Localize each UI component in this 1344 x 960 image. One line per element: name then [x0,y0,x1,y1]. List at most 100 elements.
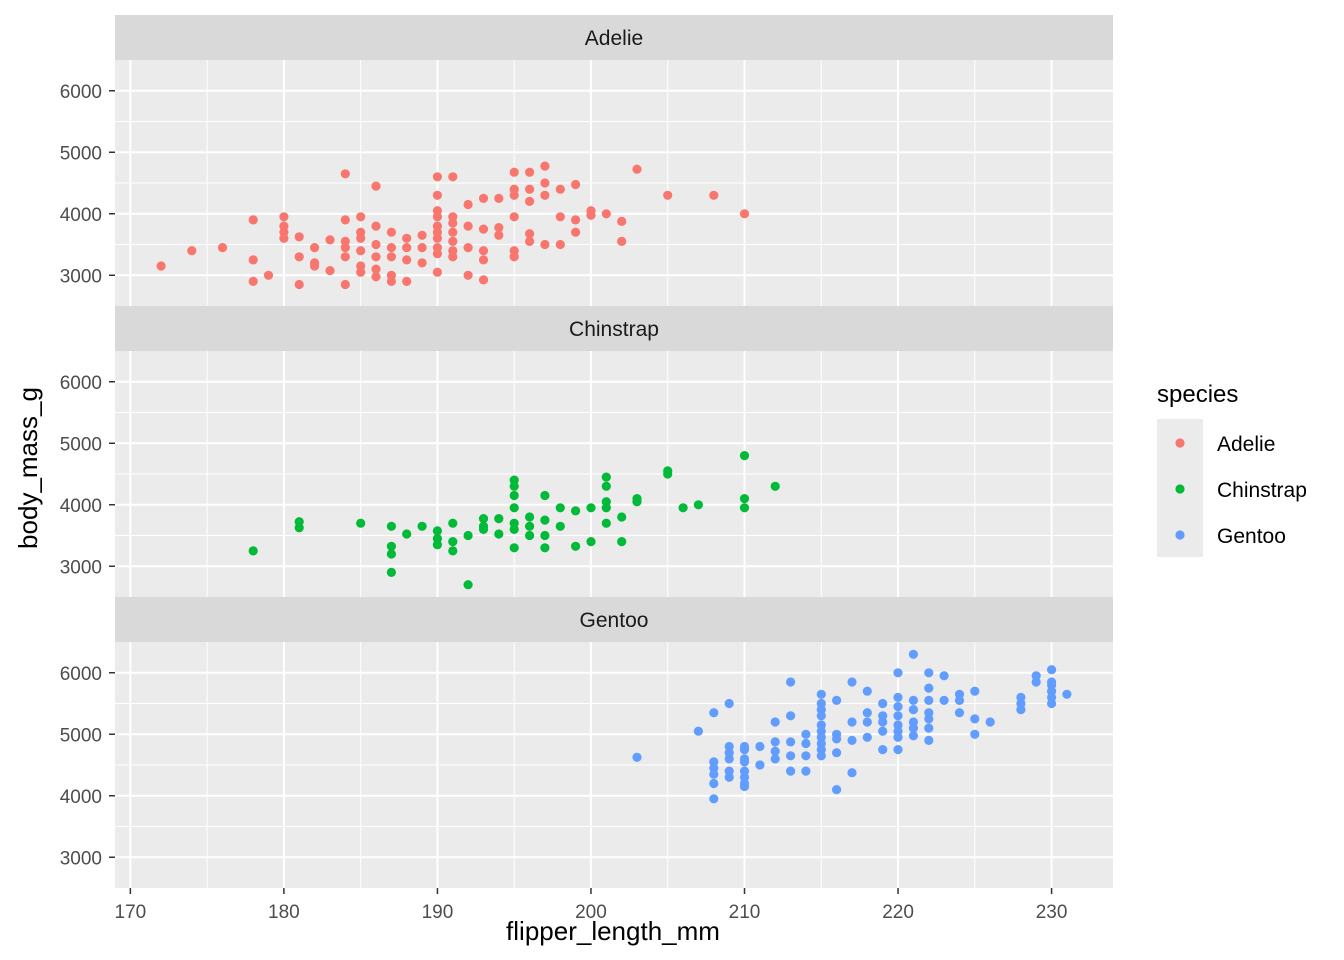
data-point [755,760,765,770]
data-point [1062,689,1072,699]
data-point [356,233,366,243]
y-tick-label: 5000 [60,725,102,746]
data-point [248,546,258,556]
data-point [448,227,458,237]
data-point [970,714,980,724]
data-point [386,252,396,262]
data-point [770,754,780,764]
data-point [248,215,258,225]
data-point [924,668,934,678]
data-point [371,181,381,191]
data-point [555,184,565,194]
data-point [924,735,934,746]
data-point [417,230,427,240]
data-point [709,190,719,200]
data-point [509,490,519,501]
data-point [1047,665,1057,675]
data-point [832,748,842,758]
data-point [540,490,550,501]
data-point [525,530,535,541]
data-point [371,264,381,274]
x-tick-label: 190 [422,902,454,923]
data-point [862,732,872,742]
data-point [617,216,627,226]
data-point [954,695,965,706]
legend-item-adelie: Adelie [1175,433,1275,456]
facet-panel-adelie: Adelie 3000 4000 5000 6000 [60,15,1113,306]
x-tick-label: 180 [268,902,300,923]
data-point [755,741,765,752]
data-point [478,193,489,203]
data-point [571,179,581,190]
data-point [555,521,565,531]
data-point [801,729,811,739]
data-point [340,215,350,225]
data-point [448,518,458,528]
data-point [739,451,750,461]
data-point [954,708,965,718]
data-point [617,236,627,246]
series-points-chinstrap [248,451,780,590]
legend-label: Gentoo [1217,525,1286,548]
facet-strip-label: Adelie [585,27,643,50]
data-point [924,714,934,724]
y-tick-label: 4000 [60,787,102,808]
x-axis-title: flipper_length_mm [506,916,720,946]
data-point [724,772,734,782]
data-point [494,193,504,203]
data-point [356,518,366,528]
data-point [586,503,596,513]
y-tick-label: 4000 [60,205,102,226]
data-point [187,246,197,256]
legend-item-gentoo: Gentoo [1175,525,1286,548]
data-point [693,500,704,510]
x-tick-label: 200 [575,902,607,923]
data-point [893,668,903,678]
data-point [340,243,350,253]
data-point [340,169,350,179]
data-point [970,729,980,739]
data-point [417,243,427,253]
data-point [893,732,903,742]
data-point [402,276,412,286]
data-point [402,233,412,243]
data-point [371,221,381,231]
y-tick-label: 3000 [60,266,102,287]
data-point [693,726,704,736]
data-point [294,523,304,533]
axes: flipper_length_mm body_mass_g 170 180 190 2… [13,387,1067,946]
data-point [494,514,504,524]
data-point [509,190,519,200]
data-point [908,723,919,733]
data-point [555,212,565,222]
facet-panel-gentoo: Gentoo 3000 4000 5000 6000 [60,597,1113,888]
data-point [816,751,826,761]
data-point [540,161,550,171]
data-point [709,769,719,779]
data-point [632,164,642,174]
data-point [847,768,857,778]
data-point [525,236,535,246]
data-point [617,537,627,547]
data-point [908,649,919,659]
data-point [478,514,489,524]
data-point [540,530,550,541]
data-point [478,255,489,265]
facet-strip-label: Gentoo [580,609,649,632]
data-point [402,243,412,253]
data-point [709,778,719,789]
data-point [1031,677,1041,687]
data-point [494,223,504,233]
data-point [770,737,780,747]
data-point [509,212,519,222]
data-point [970,686,980,696]
data-point [678,503,688,513]
data-point [386,243,396,253]
data-point [847,677,857,687]
data-point [924,695,934,706]
data-point [601,472,611,482]
data-point [632,497,642,507]
data-point [555,503,565,513]
data-point [1047,698,1057,709]
